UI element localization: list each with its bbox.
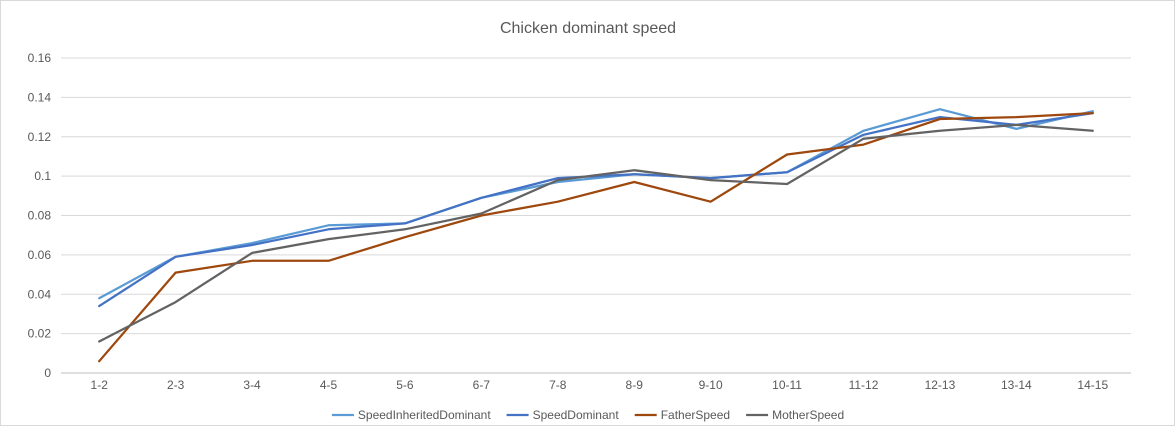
legend-item: SpeedInheritedDominant — [331, 408, 491, 422]
legend: SpeedInheritedDominant SpeedDominant Fathe… — [331, 408, 844, 422]
legend-item: SpeedDominant — [506, 408, 620, 422]
x-tick-label: 8-9 — [626, 378, 644, 392]
y-tick-label: 0.08 — [28, 209, 52, 223]
legend-label: FatherSpeed — [661, 408, 730, 422]
x-tick-label: 5-6 — [396, 378, 414, 392]
x-axis-ticks: 1-2 2-3 3-4 4-5 5-6 6-7 7-8 8-9 9-10 10-11 11-12 12… — [91, 378, 1109, 392]
series-lines — [98, 108, 1094, 363]
x-tick-label: 7-8 — [549, 378, 567, 392]
y-tick-label: 0.04 — [28, 287, 52, 301]
x-tick-label: 11-12 — [849, 378, 879, 392]
x-tick-label: 2-3 — [167, 378, 185, 392]
y-tick-label: 0.06 — [28, 248, 52, 262]
legend-item: MotherSpeed — [746, 408, 844, 422]
series-line — [98, 111, 1094, 308]
y-axis-ticks: 0 0.02 0.04 0.06 0.08 0.1 0.12 0.14 0.16 — [28, 51, 52, 380]
x-tick-label: 9-10 — [699, 378, 723, 392]
x-tick-label: 14-15 — [1077, 378, 1108, 392]
y-tick-label: 0 — [44, 366, 51, 380]
x-tick-label: 4-5 — [320, 378, 338, 392]
legend-label: MotherSpeed — [772, 408, 844, 422]
legend-item: FatherSpeed — [634, 408, 730, 422]
chart-title: Chicken dominant speed — [500, 20, 676, 37]
y-tick-label: 0.02 — [28, 327, 52, 341]
x-tick-label: 1-2 — [91, 378, 109, 392]
gridlines — [61, 57, 1131, 374]
legend-label: SpeedDominant — [533, 408, 620, 422]
y-tick-label: 0.12 — [28, 130, 52, 144]
series-line — [98, 123, 1094, 343]
y-tick-label: 0.1 — [34, 169, 51, 183]
series-line — [98, 111, 1094, 363]
x-tick-label: 12-13 — [925, 378, 956, 392]
x-tick-label: 13-14 — [1001, 378, 1032, 392]
x-tick-label: 6-7 — [473, 378, 491, 392]
y-tick-label: 0.16 — [28, 51, 52, 65]
legend-label: SpeedInheritedDominant — [358, 408, 491, 422]
x-tick-label: 10-11 — [772, 378, 802, 392]
x-tick-label: 3-4 — [243, 378, 261, 392]
series-line — [98, 108, 1094, 300]
y-tick-label: 0.14 — [28, 90, 52, 104]
